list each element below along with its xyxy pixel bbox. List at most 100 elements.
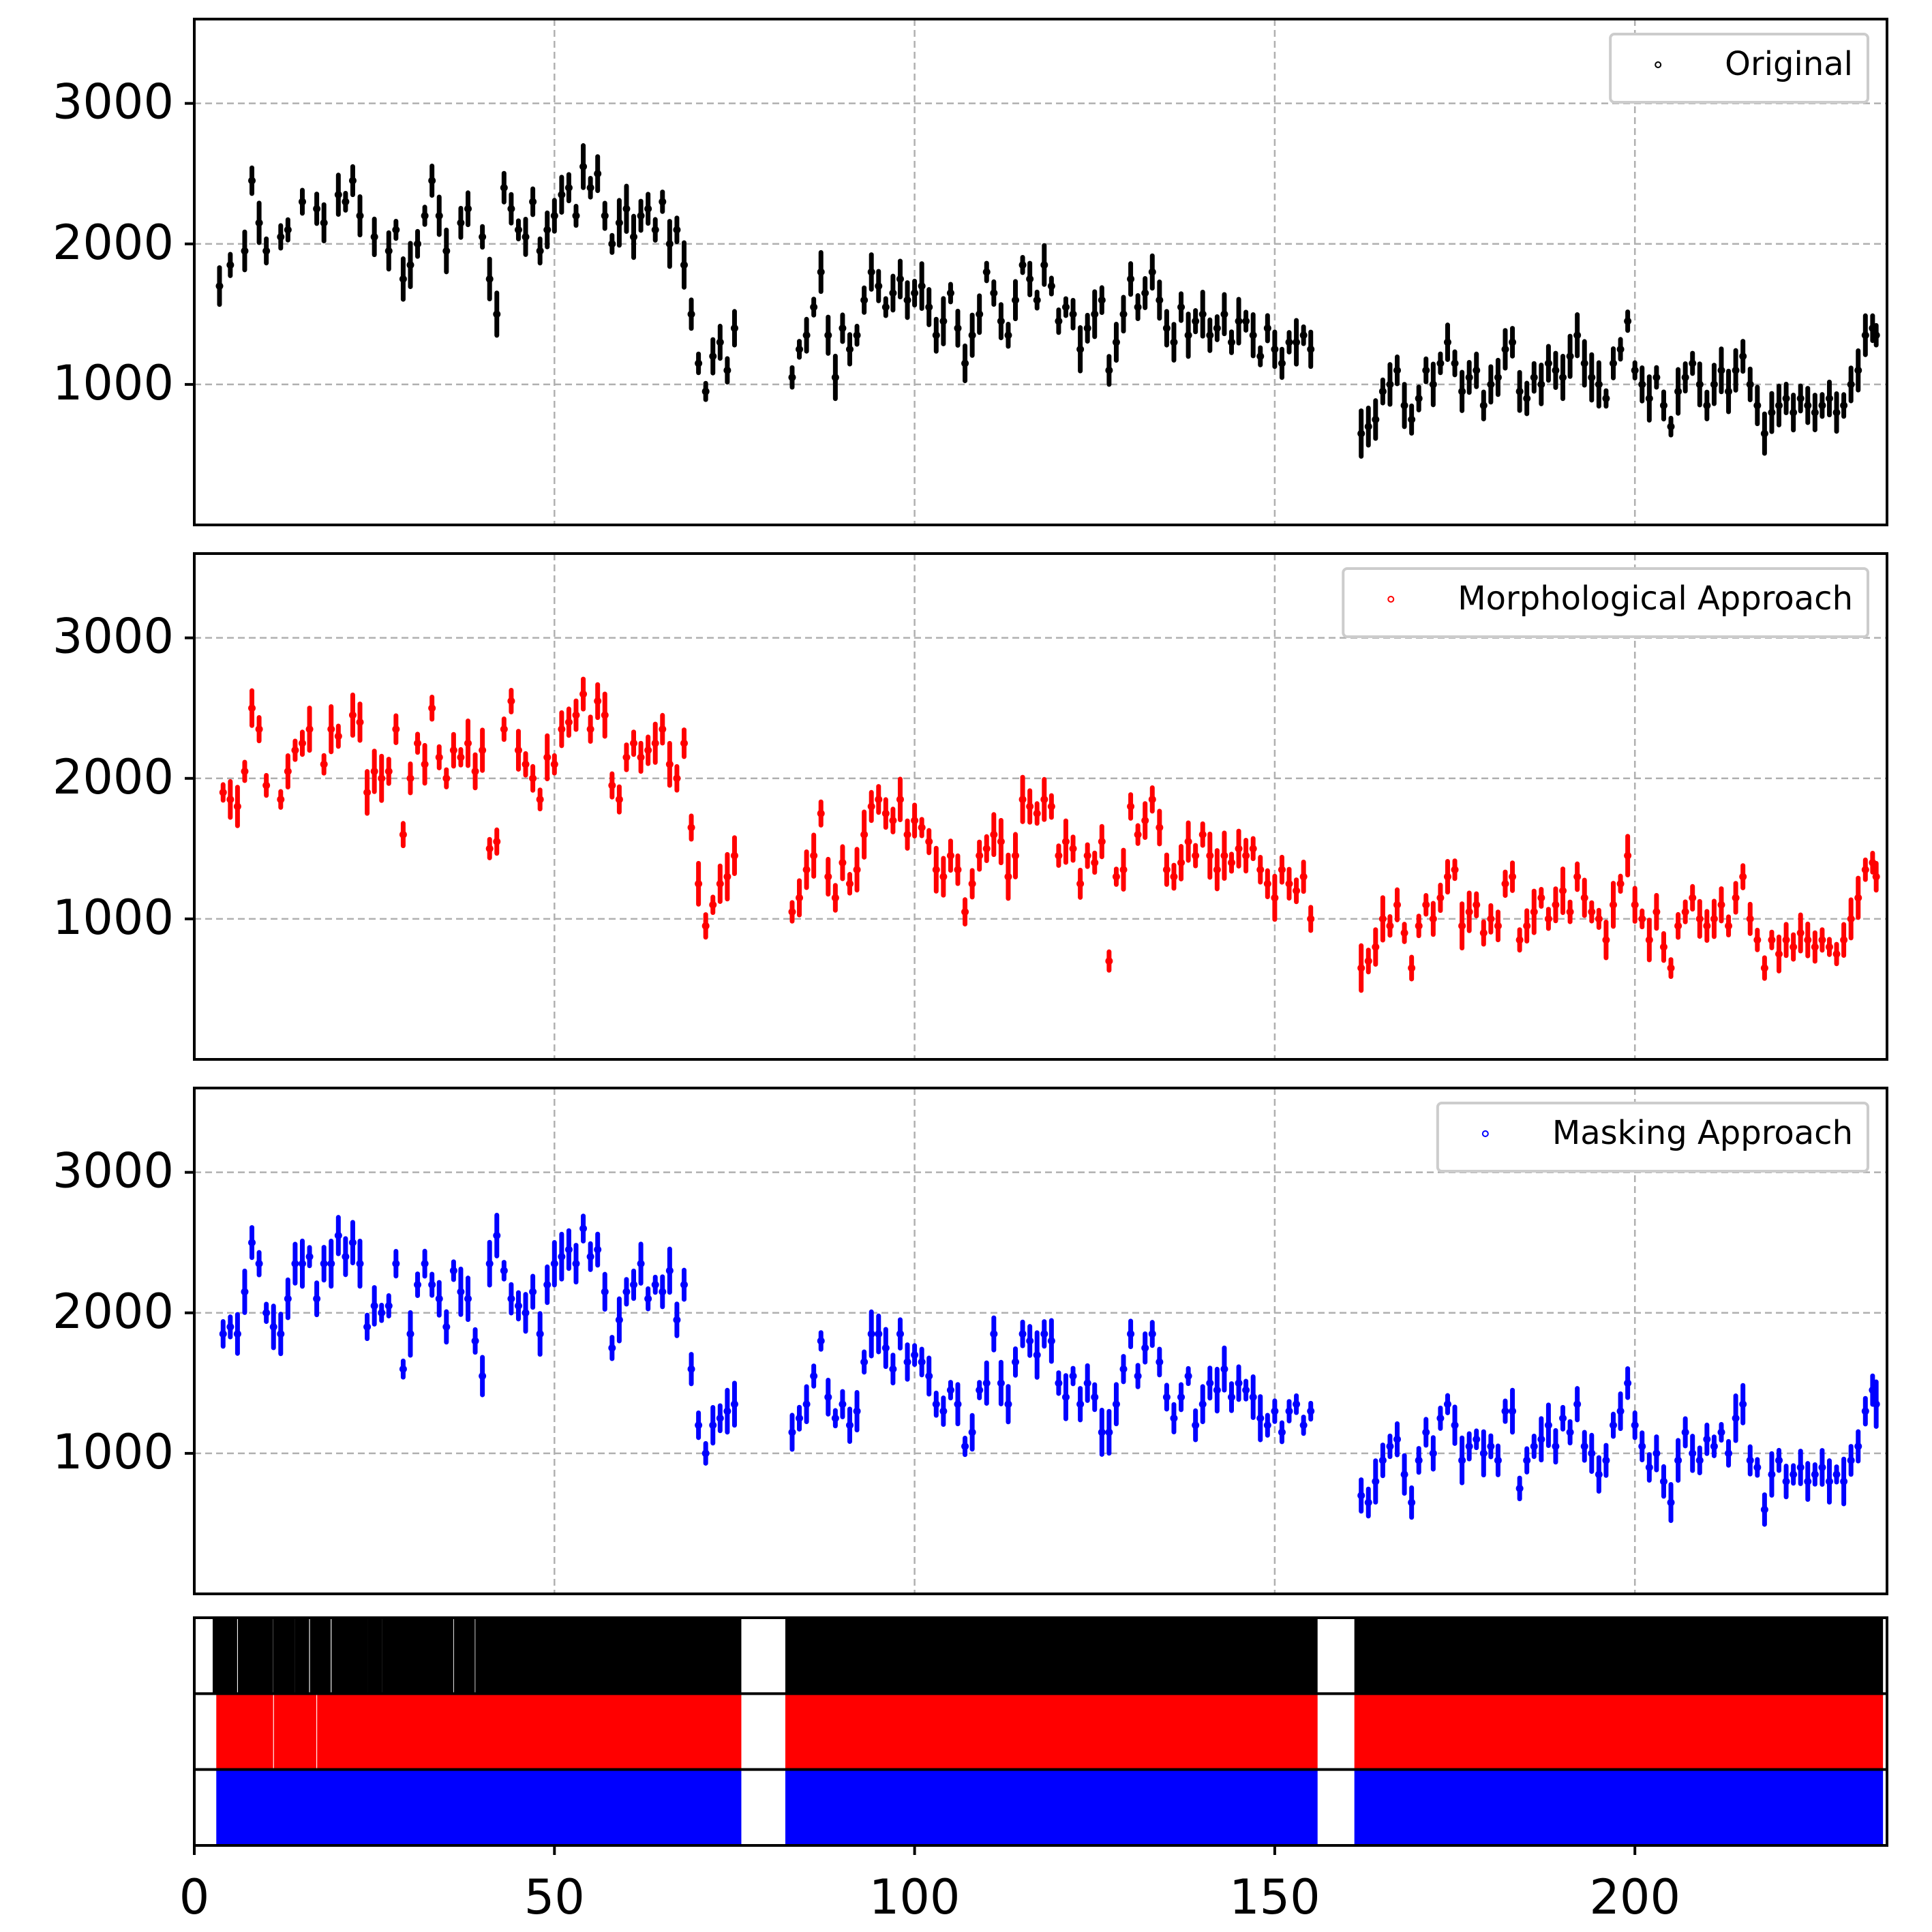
data-point <box>348 177 357 185</box>
data-point <box>1840 936 1848 944</box>
data-point <box>1055 1379 1063 1387</box>
data-point <box>1790 408 1798 417</box>
data-point <box>507 697 515 705</box>
data-point <box>500 1267 508 1275</box>
data-point <box>1840 1477 1848 1485</box>
data-point <box>514 226 522 234</box>
data-point <box>1192 317 1200 325</box>
data-point <box>665 760 674 768</box>
data-point <box>1400 929 1408 937</box>
data-point <box>320 760 328 768</box>
data-point <box>348 711 357 719</box>
data-point <box>630 1281 638 1289</box>
data-point <box>327 725 335 734</box>
data-point <box>946 851 954 860</box>
legend-original[interactable]: Original <box>1609 33 1869 104</box>
data-point <box>262 781 271 789</box>
axes-frame-morphological <box>193 552 1888 1061</box>
data-point <box>1631 901 1639 909</box>
data-point <box>665 1267 674 1275</box>
data-point <box>1018 796 1027 804</box>
data-point <box>255 725 263 734</box>
data-point <box>860 830 869 839</box>
data-point <box>1278 866 1286 874</box>
data-point <box>839 858 847 866</box>
data-point <box>248 177 256 185</box>
data-point <box>896 275 904 283</box>
data-point <box>932 866 940 874</box>
data-point <box>911 1351 919 1359</box>
legend-marker <box>1481 1130 1489 1137</box>
data-point <box>1825 1477 1833 1485</box>
data-point <box>1872 873 1880 881</box>
data-point <box>1235 317 1243 325</box>
data-point <box>925 303 933 312</box>
data-point <box>911 289 919 297</box>
grid-original <box>194 19 1887 525</box>
data-point <box>1141 817 1149 825</box>
data-point <box>982 1379 991 1387</box>
data-point <box>1436 359 1445 367</box>
data-point <box>1818 1464 1826 1471</box>
data-point <box>1134 1372 1142 1380</box>
data-point <box>1710 380 1718 389</box>
data-point <box>1040 1330 1048 1338</box>
data-point <box>846 1421 854 1430</box>
data-point <box>1271 1407 1279 1415</box>
data-point <box>659 198 667 206</box>
data-point <box>457 219 465 227</box>
data-point <box>1566 908 1574 916</box>
data-point <box>839 1400 847 1408</box>
data-point <box>1047 802 1055 811</box>
data-point <box>1293 1400 1301 1408</box>
data-point <box>564 1246 573 1254</box>
data-point <box>320 1260 328 1268</box>
data-point <box>1624 317 1632 325</box>
panel-masking: 1000 2000 3000 Masking Approach <box>52 1087 1888 1595</box>
data-point <box>1580 359 1588 367</box>
data-point <box>622 753 631 761</box>
data-point <box>673 1316 681 1324</box>
data-point <box>875 796 883 804</box>
legend-masking[interactable]: Masking Approach <box>1436 1102 1869 1173</box>
data-point <box>651 226 659 234</box>
data-point <box>500 725 508 734</box>
data-point <box>1703 922 1711 930</box>
data-point <box>716 1414 724 1422</box>
event-lines <box>212 1618 1884 1845</box>
data-point <box>421 1260 429 1268</box>
data-point <box>226 796 235 804</box>
data-point <box>1667 423 1675 431</box>
data-point <box>543 226 552 234</box>
data-point <box>1796 395 1805 402</box>
legend-label-morphological: Morphological Approach <box>1458 579 1853 618</box>
data-point <box>1076 345 1085 353</box>
data-point <box>680 1281 688 1289</box>
data-point <box>867 802 875 811</box>
data-point <box>1076 879 1085 888</box>
legend-morphological[interactable]: Morphological Approach <box>1342 567 1869 638</box>
data-point <box>1479 929 1488 937</box>
data-point <box>846 345 854 353</box>
data-point <box>1479 402 1488 410</box>
data-point <box>1156 824 1164 832</box>
data-point <box>925 1372 933 1380</box>
data-point <box>1004 1400 1012 1408</box>
data-point <box>572 1260 580 1268</box>
data-point <box>954 324 962 332</box>
data-point <box>334 732 342 740</box>
data-point <box>1415 1456 1423 1464</box>
data-point <box>659 725 667 734</box>
data-point <box>406 1330 414 1338</box>
data-point <box>918 1358 926 1366</box>
data-point <box>896 1330 904 1338</box>
data-point <box>1119 1365 1128 1373</box>
data-point <box>1235 1379 1243 1387</box>
data-point <box>982 268 991 276</box>
data-point <box>1566 1428 1574 1436</box>
x-ticks: 0 50 100 150 200 <box>179 1845 1680 1925</box>
data-point <box>701 922 710 930</box>
data-point <box>536 796 544 804</box>
data-point <box>1566 352 1574 361</box>
